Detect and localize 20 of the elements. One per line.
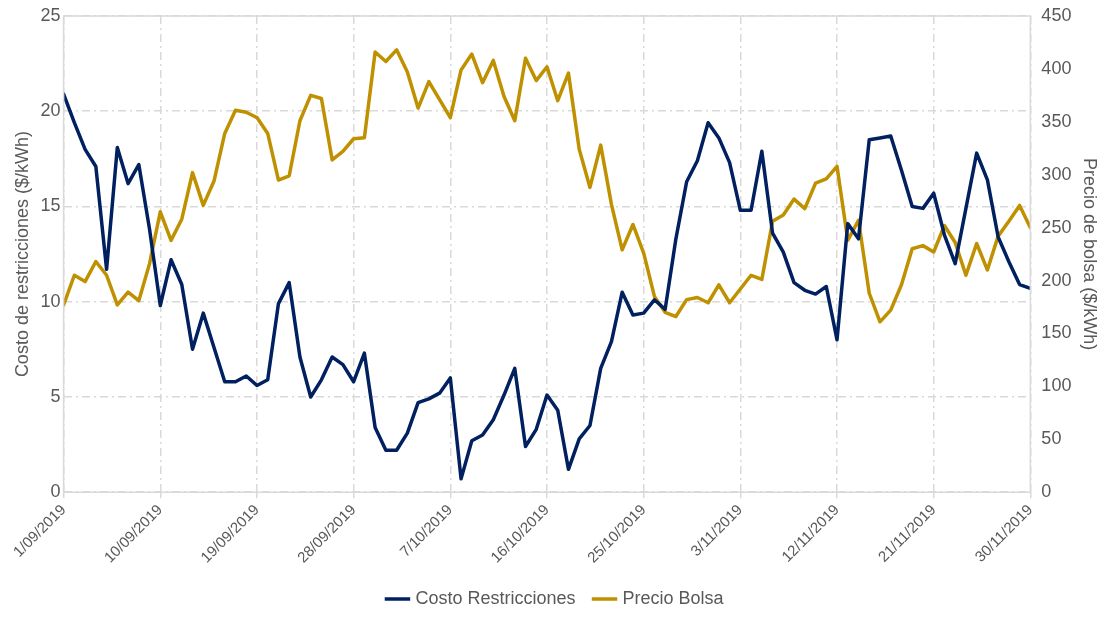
y-tick-label: 0 xyxy=(50,481,61,502)
y-tick-label: 20 xyxy=(40,100,61,121)
legend-label: Precio Bolsa xyxy=(622,587,725,608)
y2-tick-label: 450 xyxy=(1041,4,1072,25)
y-tick-label: 5 xyxy=(50,385,61,406)
y2-tick-label: 200 xyxy=(1041,269,1072,290)
legend-label: Costo Restricciones xyxy=(415,587,576,608)
y2-tick-label: 150 xyxy=(1041,322,1072,343)
y2-tick-label: 0 xyxy=(1041,481,1052,502)
y2-tick-label: 300 xyxy=(1041,163,1072,184)
y-tick-label: 10 xyxy=(40,290,61,311)
y2-tick-label: 100 xyxy=(1041,375,1072,396)
y-axis-title: Costo de restricciones ($/kWh) xyxy=(11,131,32,378)
y2-tick-label: 50 xyxy=(1041,428,1062,449)
y2-tick-label: 400 xyxy=(1041,57,1072,78)
y2-axis-title: Precio de bolsa ($/kWh) xyxy=(1080,158,1101,351)
y2-tick-label: 350 xyxy=(1041,110,1072,131)
y2-tick-label: 250 xyxy=(1041,216,1072,237)
y-tick-label: 25 xyxy=(40,4,61,25)
y-tick-label: 15 xyxy=(40,195,61,216)
